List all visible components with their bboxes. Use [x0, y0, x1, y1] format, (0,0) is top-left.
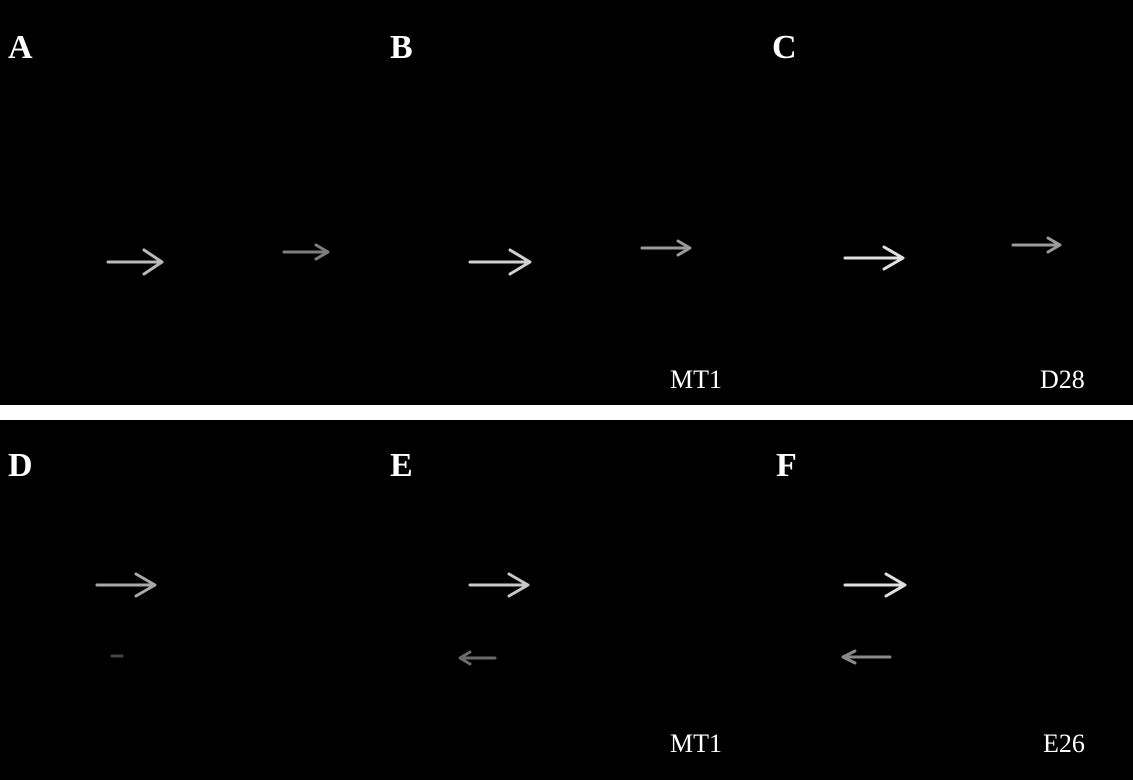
figure: A B C MT1 D28 D E F MT1 E26 — [0, 0, 1133, 780]
panel-label: B — [390, 29, 413, 66]
panel-caption: D28 — [1040, 365, 1085, 394]
panel-label: E — [390, 447, 413, 484]
panel-caption: E26 — [1043, 729, 1085, 758]
panel-caption: MT1 — [670, 729, 722, 758]
panel-label: D — [8, 447, 33, 484]
panel-bottom — [0, 420, 1133, 780]
panel-label: F — [776, 447, 797, 484]
panel-label: A — [8, 29, 33, 66]
panel-label: C — [772, 29, 797, 66]
panel-caption: MT1 — [670, 365, 722, 394]
panel-top — [0, 0, 1133, 405]
